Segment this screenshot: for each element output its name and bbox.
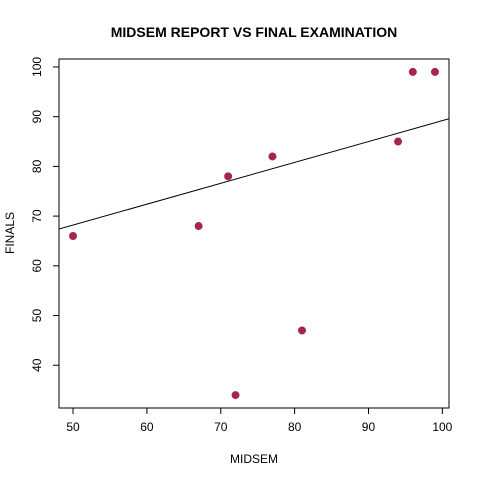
x-tick-label: 100 — [432, 420, 452, 434]
data-point — [430, 67, 439, 76]
y-tick-label: 40 — [30, 358, 44, 372]
y-tick-label: 80 — [30, 159, 44, 173]
data-point — [298, 326, 307, 335]
regression-line — [59, 118, 449, 230]
data-point — [194, 222, 203, 231]
data-point — [394, 137, 403, 146]
data-point — [408, 67, 417, 76]
plot-frame — [58, 58, 450, 409]
x-tick-label: 70 — [214, 420, 228, 434]
y-tick-label: 70 — [30, 209, 44, 223]
y-tick-label: 100 — [30, 57, 44, 77]
chart-title: MIDSEM REPORT VS FINAL EXAMINATION — [111, 24, 398, 40]
y-tick-label: 50 — [30, 309, 44, 323]
x-tick-label: 90 — [362, 420, 376, 434]
y-tick-label: 60 — [30, 259, 44, 273]
data-point — [268, 152, 277, 161]
x-tick-label: 50 — [66, 420, 80, 434]
data-point — [69, 231, 78, 240]
y-tick-label: 90 — [30, 110, 44, 124]
data-point — [224, 172, 233, 181]
x-axis-label: MIDSEM — [230, 452, 278, 466]
x-tick-label: 80 — [288, 420, 302, 434]
y-axis-label: FINALS — [3, 212, 17, 254]
data-point — [231, 391, 240, 400]
x-tick-label: 60 — [140, 420, 154, 434]
plot-area: 50 60 70 80 90 100 40 50 60 70 80 90 100 — [30, 57, 453, 434]
